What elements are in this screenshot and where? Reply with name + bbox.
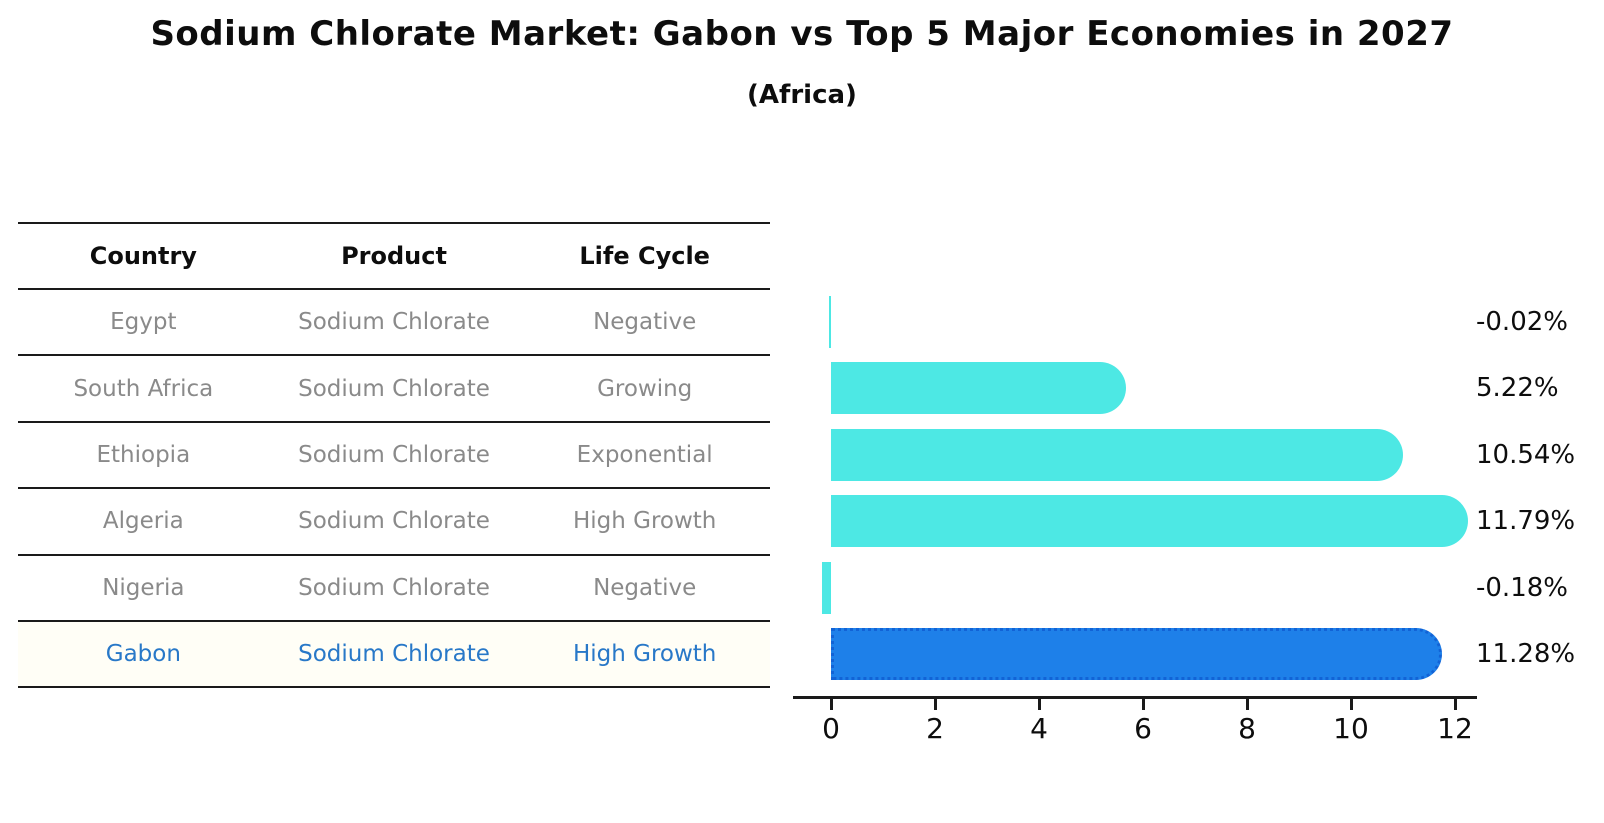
table-row-algeria: Algeria Sodium Chlorate High Growth [18, 489, 770, 556]
x-tick-label-0: 0 [822, 712, 840, 745]
x-tick-label-4: 4 [1030, 712, 1048, 745]
x-tick-mark-8 [1246, 699, 1249, 710]
cell-product: Sodium Chlorate [298, 441, 490, 468]
bar-nigeria [821, 561, 831, 614]
cell-life-cycle: Exponential [576, 441, 713, 468]
column-header-product: Product [341, 242, 447, 270]
x-tick-label-6: 6 [1134, 712, 1152, 745]
x-tick-label-8: 8 [1238, 712, 1256, 745]
bar-egypt [829, 296, 831, 348]
x-tick-mark-4 [1038, 699, 1041, 710]
x-tick-label-12: 12 [1437, 712, 1473, 745]
table-row-south-africa: South Africa Sodium Chlorate Growing [18, 356, 770, 423]
value-label-south-africa: 5.22% [1476, 373, 1559, 404]
cell-product: Sodium Chlorate [298, 641, 490, 668]
cell-product: Sodium Chlorate [298, 375, 490, 402]
cell-life-cycle: Negative [593, 309, 697, 336]
country-table: Country Product Life Cycle Egypt Sodium C… [18, 222, 770, 689]
chart-title: Sodium Chlorate Market: Gabon vs Top 5 M… [150, 14, 1454, 54]
bar-south-africa [831, 362, 1127, 415]
column-header-life-cycle: Life Cycle [579, 242, 710, 270]
x-tick-mark-2 [934, 699, 937, 710]
cell-life-cycle: High Growth [572, 508, 717, 535]
table-body: Egypt Sodium Chlorate Negative South Africa… [18, 290, 770, 689]
bar-ethiopia [831, 428, 1404, 481]
cell-product: Sodium Chlorate [298, 574, 490, 601]
table-row-gabon: Gabon Sodium Chlorate High Growth [18, 621, 770, 689]
table-row-ethiopia: Ethiopia Sodium Chlorate Exponential [18, 423, 770, 490]
cell-product: Sodium Chlorate [298, 309, 490, 336]
chart-subtitle: (Africa) [747, 80, 857, 110]
value-label-algeria: 11.79% [1476, 506, 1576, 537]
cell-country: South Africa [73, 375, 214, 402]
cell-life-cycle: High Growth [572, 641, 717, 668]
column-header-country: Country [89, 242, 197, 270]
cell-country: Egypt [110, 309, 177, 336]
x-tick-mark-6 [1142, 699, 1145, 710]
x-axis-line [793, 696, 1477, 699]
x-tick-mark-10 [1350, 699, 1353, 710]
value-label-ethiopia: 10.54% [1476, 439, 1576, 470]
value-label-gabon: 11.28% [1476, 639, 1576, 669]
x-tick-label-10: 10 [1333, 712, 1369, 745]
x-tick-mark-12 [1454, 699, 1457, 710]
table-row-egypt: Egypt Sodium Chlorate Negative [18, 290, 770, 357]
cell-country: Nigeria [102, 574, 185, 601]
bar-algeria [831, 495, 1469, 548]
x-tick-label-2: 2 [926, 712, 944, 745]
cell-country: Algeria [102, 508, 184, 535]
cell-country: Ethiopia [96, 441, 191, 468]
cell-country: Gabon [105, 641, 181, 668]
value-label-nigeria: -0.18% [1476, 572, 1568, 603]
value-label-egypt: -0.02% [1476, 307, 1568, 337]
cell-life-cycle: Growing [597, 375, 693, 402]
x-tick-mark-0 [830, 699, 833, 710]
table-row-nigeria: Nigeria Sodium Chlorate Negative [18, 556, 770, 622]
cell-product: Sodium Chlorate [298, 508, 490, 535]
cell-life-cycle: Negative [593, 574, 697, 601]
table-header-row: Country Product Life Cycle [18, 224, 770, 290]
bar-gabon [831, 628, 1442, 680]
